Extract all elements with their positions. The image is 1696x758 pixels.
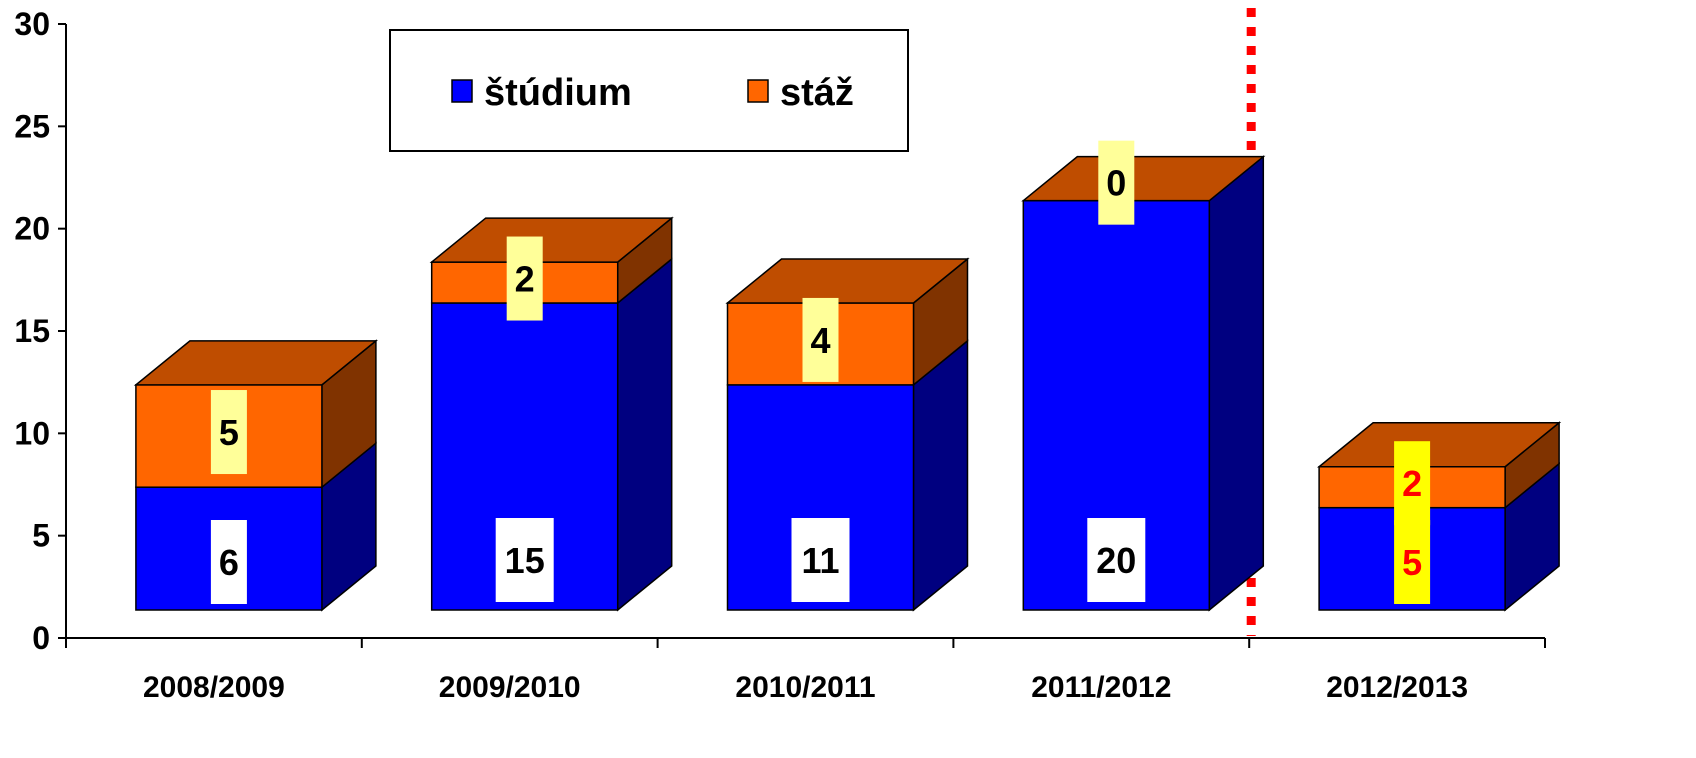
y-tick-label: 0 [32,620,50,656]
data-label: 2 [1402,463,1422,504]
data-label-bg [495,518,554,602]
bar-side [616,257,673,612]
data-label-bg [210,390,247,475]
data-label: 5 [1402,542,1422,583]
y-tick-label: 25 [14,108,50,144]
legend-label: štúdium [484,72,632,114]
bar-side [912,339,969,612]
bar-group [133,339,379,612]
data-labels: 6 5 15 2 11 4 20 0 5 2 [210,140,1431,604]
data-label-bg [1098,140,1135,225]
bar-side [1208,155,1265,612]
x-tick-label: 2010/2011 [735,671,875,704]
legend-swatch [747,79,769,103]
y-tick-label: 5 [32,518,50,554]
legend-swatch [451,79,473,103]
data-label-bg [1394,520,1431,604]
y-tick-label: 20 [14,211,50,247]
data-label: 11 [801,540,839,581]
y-tick-label: 30 [14,6,50,42]
data-label-bg [210,520,247,604]
x-tick-label: 2009/2010 [439,671,581,704]
data-label: 6 [219,542,239,583]
bar-group [1316,421,1562,612]
legend-label: stáž [780,72,854,114]
data-label-bg [791,518,850,602]
data-label: 4 [810,320,830,361]
x-tick-label: 2012/2013 [1326,671,1468,704]
bar-top [725,258,970,304]
data-label-bg [506,236,543,321]
data-label-bg [1087,518,1146,602]
y-tick-label: 15 [14,313,50,349]
data-label: 20 [1096,540,1136,581]
data-label-bg [1394,441,1431,526]
x-tick-label: 2008/2009 [143,671,285,704]
x-tick-label: 2011/2012 [1031,671,1171,704]
bar-top [1316,421,1562,468]
data-label: 5 [219,412,239,453]
bar-top [133,340,379,386]
legend-box [389,29,909,152]
data-label-bg [802,297,839,382]
bar-top [429,217,674,263]
bars [133,155,1562,612]
legend: štúdium stáž [389,29,909,152]
bar-top [1021,155,1266,202]
data-label: 0 [1106,163,1126,204]
y-tick-label: 10 [14,415,50,451]
data-label: 15 [505,540,545,581]
bar-group [429,216,674,612]
data-label: 2 [515,259,535,300]
